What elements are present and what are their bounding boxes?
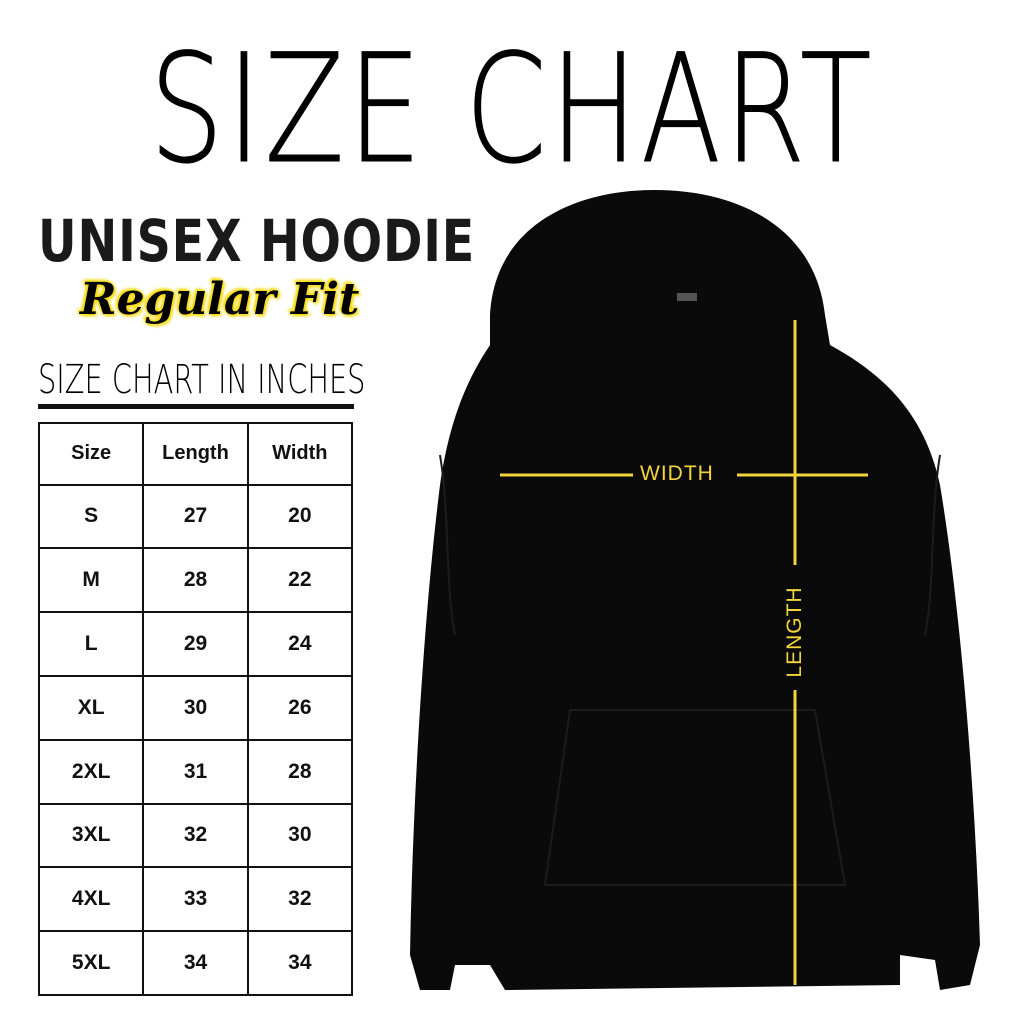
product-name: UNISEX HOODIE [38,207,476,275]
table-cell: S [37,483,145,550]
table-cell: 32 [246,866,354,933]
table-cell: 30 [142,674,249,741]
length-label: LENGTH [783,586,806,678]
heading-underline [38,404,354,409]
table-cell: 3XL [37,802,145,869]
table-cell: 30 [246,802,354,869]
table-cell: 4XL [37,866,145,933]
hoodie-silhouette [410,190,980,990]
table-row: 2XL 31 28 [37,738,354,805]
width-label: WIDTH [640,462,714,485]
hoodie-image [410,190,980,990]
table-cell: 22 [246,547,354,614]
table-row: 3XL 32 30 [37,802,354,869]
table-row: M 28 22 [37,547,354,614]
table-cell: 28 [142,547,249,614]
table-row: XL 30 26 [37,674,354,741]
unit-heading: SIZE CHART IN INCHES [38,357,366,403]
table-row: 4XL 33 32 [37,866,354,933]
table-cell: 32 [142,802,249,869]
page-title: SIZE CHART [149,23,875,198]
table-cell: 33 [142,866,249,933]
table-cell: M [37,547,145,614]
table-cell: 29 [142,611,249,677]
table-header-row: Size Length Width [37,422,354,486]
table-cell: 20 [246,483,354,550]
table-row: 5XL 34 34 [37,930,354,996]
table-row: S 27 20 [37,483,354,550]
header-cell: Width [246,422,354,486]
table-cell: XL [37,674,145,741]
table-cell: 28 [246,738,354,805]
fit-label: Regular Fit [80,274,360,325]
table-cell: 27 [142,483,249,550]
table-cell: 5XL [37,930,145,996]
table-cell: 31 [142,738,249,805]
table-cell: 2XL [37,738,145,805]
table-cell: L [37,611,145,677]
table-cell: 26 [246,674,354,741]
table-cell: 34 [246,930,354,996]
table-cell: 34 [142,930,249,996]
table-row: L 29 24 [37,611,354,677]
header-cell: Length [142,422,249,486]
header-cell: Size [37,422,145,486]
size-table: Size Length Width S 27 20 M 28 22 L 29 24 XL 30 26 2XL 3… [37,422,354,996]
table-cell: 24 [246,611,354,677]
